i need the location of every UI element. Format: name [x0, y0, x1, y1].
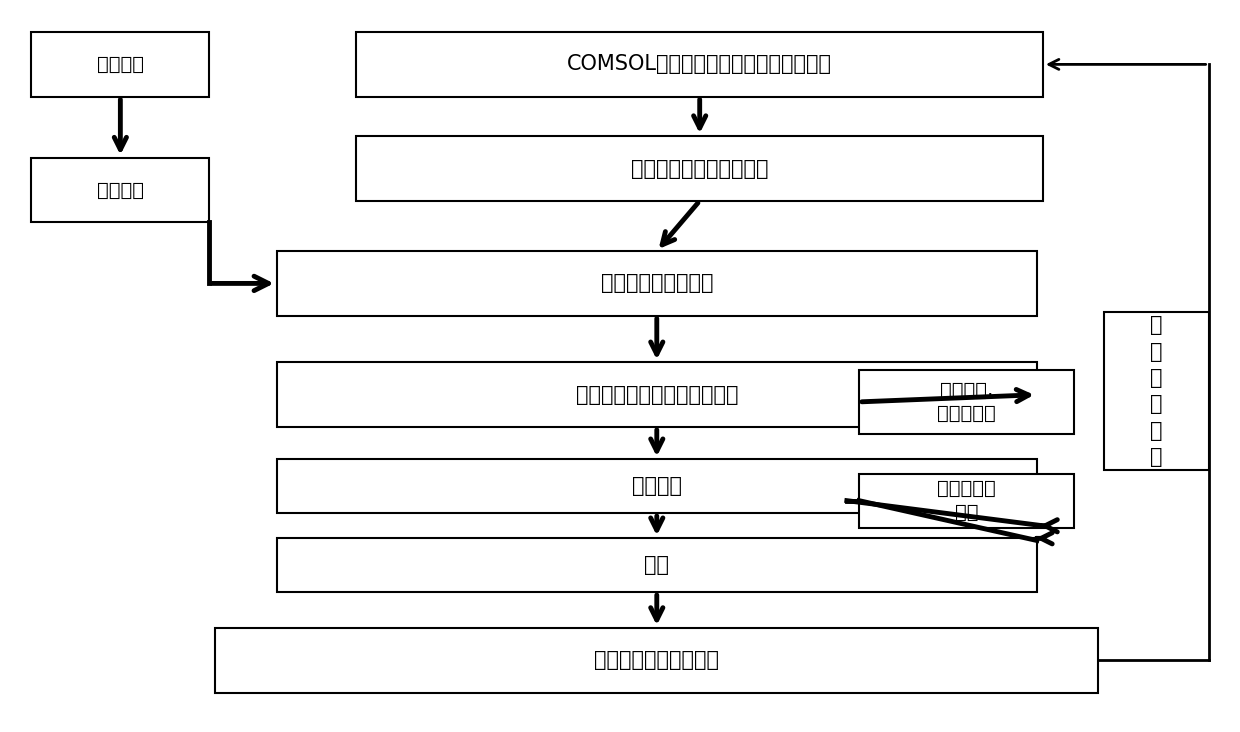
- Text: 计算: 计算: [645, 556, 670, 575]
- Text: 材料测试: 材料测试: [97, 55, 144, 74]
- Text: 多
次
修
正
计
算: 多 次 修 正 计 算: [1151, 315, 1163, 467]
- Bar: [1105, 312, 1209, 470]
- Bar: [859, 474, 1074, 528]
- Bar: [277, 460, 1037, 513]
- Bar: [216, 628, 1099, 692]
- Text: 参数赋予相应的材料: 参数赋予相应的材料: [600, 274, 713, 294]
- Text: 设置初始计算条件和边界条件: 设置初始计算条件和边界条件: [575, 385, 738, 405]
- Bar: [31, 158, 210, 223]
- Text: 材料参数: 材料参数: [97, 181, 144, 200]
- Bar: [31, 32, 210, 97]
- Text: 划分网格: 划分网格: [632, 477, 682, 496]
- Text: COMSOL软件中建立固态锂电池瞬态模型: COMSOL软件中建立固态锂电池瞬态模型: [567, 54, 832, 75]
- Text: 固态锂电池几何物理模型: 固态锂电池几何物理模型: [631, 159, 769, 179]
- Bar: [356, 136, 1043, 201]
- Bar: [277, 251, 1037, 315]
- Text: 计算步长与
时间: 计算步长与 时间: [937, 479, 996, 522]
- Text: 反应边界,
施加电流等: 反应边界, 施加电流等: [937, 381, 996, 423]
- Bar: [859, 370, 1074, 434]
- Bar: [277, 538, 1037, 592]
- Bar: [356, 32, 1043, 97]
- Bar: [277, 362, 1037, 427]
- Text: 计算结果进行对比分析: 计算结果进行对比分析: [594, 651, 719, 671]
